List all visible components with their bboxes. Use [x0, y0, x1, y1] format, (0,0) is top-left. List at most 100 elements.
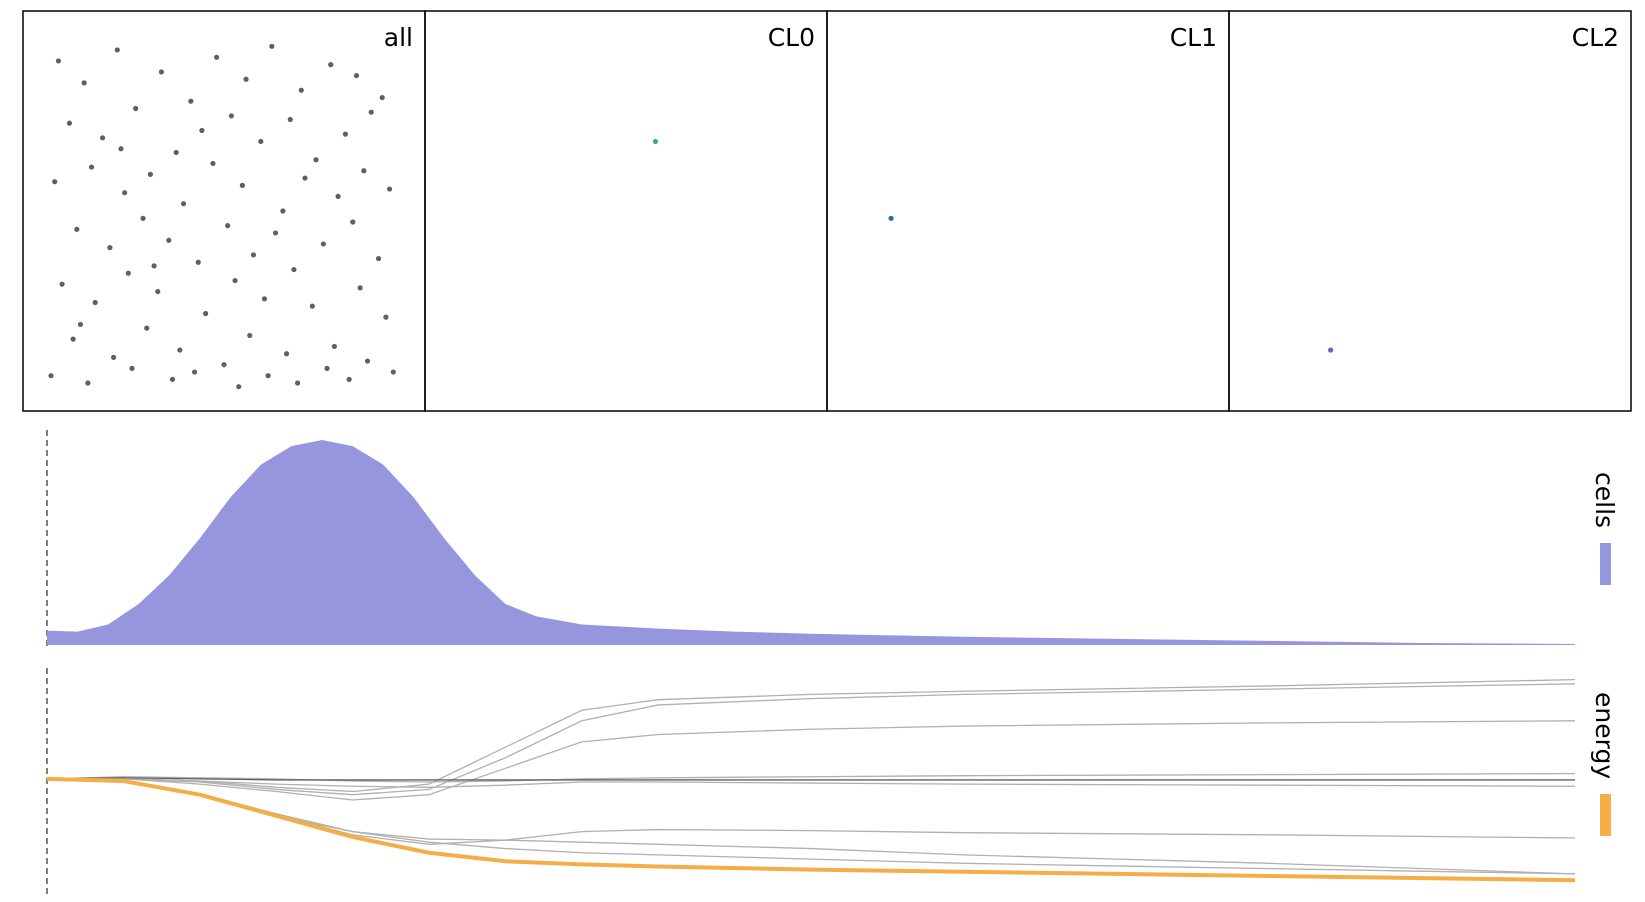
point	[387, 186, 393, 192]
point	[114, 47, 120, 53]
point	[48, 373, 54, 379]
line	[46, 777, 1575, 781]
point	[70, 336, 76, 342]
point	[195, 259, 201, 265]
point	[180, 201, 187, 207]
point	[364, 358, 371, 364]
point	[243, 76, 249, 82]
point	[147, 171, 153, 177]
line	[46, 778, 1576, 841]
point	[111, 354, 117, 360]
panel-title: all	[384, 23, 413, 52]
point	[265, 373, 271, 379]
point	[375, 255, 382, 262]
point	[221, 362, 227, 368]
point	[283, 351, 290, 357]
point	[342, 131, 349, 137]
point	[313, 157, 319, 163]
point	[361, 168, 367, 174]
point	[320, 241, 326, 247]
point	[269, 43, 275, 49]
point	[250, 252, 257, 258]
line	[46, 778, 1576, 875]
point	[324, 365, 330, 371]
point	[140, 215, 146, 221]
point	[357, 285, 363, 291]
point	[158, 69, 165, 75]
point	[74, 226, 80, 232]
point	[302, 175, 308, 181]
point	[652, 138, 659, 145]
legend-swatch	[1600, 794, 1611, 836]
line	[46, 772, 1576, 783]
point	[99, 135, 106, 141]
point	[151, 263, 157, 269]
row-label: cells	[1590, 472, 1619, 528]
point	[52, 179, 58, 185]
point	[888, 215, 894, 221]
point	[1328, 347, 1334, 353]
line	[47, 778, 1576, 788]
point	[368, 109, 374, 115]
point	[107, 245, 113, 251]
point	[118, 146, 124, 152]
panel	[1228, 10, 1632, 412]
point	[309, 303, 315, 309]
point	[232, 277, 238, 284]
point	[92, 299, 98, 306]
line	[46, 776, 1576, 883]
panel-title: CL1	[1170, 23, 1217, 52]
point	[191, 369, 198, 375]
point	[383, 314, 389, 320]
panel	[826, 10, 1230, 412]
point	[77, 321, 84, 328]
point	[188, 98, 194, 104]
point	[81, 80, 87, 86]
point	[122, 190, 128, 196]
point	[66, 120, 73, 126]
point	[133, 105, 139, 112]
point	[214, 54, 220, 60]
point	[335, 193, 341, 199]
point	[228, 113, 234, 119]
point	[346, 376, 352, 382]
area	[47, 440, 1575, 645]
point	[173, 149, 179, 156]
point	[247, 332, 253, 339]
line	[47, 683, 1576, 796]
panel-title: CL0	[768, 23, 815, 52]
point	[177, 347, 183, 353]
point	[258, 138, 264, 145]
point	[88, 164, 95, 170]
point	[331, 343, 337, 350]
panel	[22, 10, 426, 412]
point	[261, 296, 268, 302]
point	[328, 62, 334, 68]
point	[166, 237, 172, 243]
point	[353, 72, 360, 79]
point	[287, 116, 293, 123]
point	[210, 160, 216, 167]
point	[239, 182, 245, 188]
point	[59, 281, 65, 287]
point	[236, 384, 242, 390]
panel-title: CL2	[1572, 23, 1619, 52]
point	[125, 270, 131, 276]
point	[225, 223, 231, 229]
point	[280, 208, 286, 214]
point	[291, 266, 297, 273]
point	[295, 380, 301, 386]
point	[298, 87, 304, 93]
point	[379, 94, 385, 101]
point	[144, 325, 150, 331]
line	[47, 720, 1576, 801]
point	[169, 376, 176, 382]
point	[350, 219, 356, 225]
point	[129, 365, 135, 371]
point	[272, 230, 279, 236]
panel	[424, 10, 828, 412]
row-label: energy	[1590, 692, 1619, 779]
legend-swatch	[1600, 543, 1611, 585]
point	[155, 288, 161, 295]
